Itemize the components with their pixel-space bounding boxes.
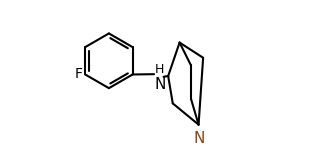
Text: F: F (75, 67, 83, 81)
Text: H: H (155, 63, 164, 76)
Text: N: N (154, 77, 166, 92)
Text: N: N (194, 131, 205, 146)
